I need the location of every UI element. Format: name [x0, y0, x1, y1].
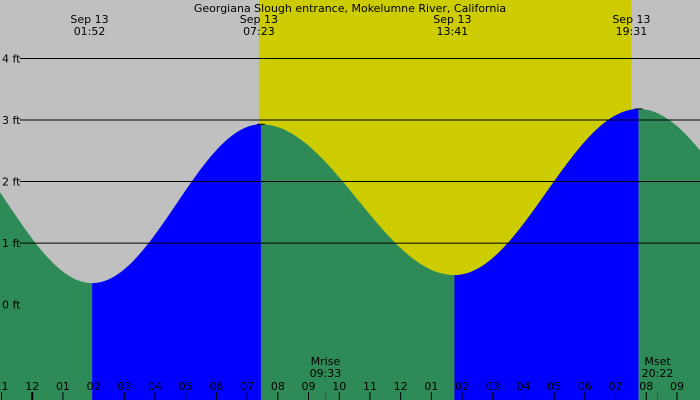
x-tick-label: 06 [209, 380, 223, 393]
rising-tide-area [92, 124, 261, 400]
time-label: 01:52 [74, 25, 106, 38]
time-label: 19:31 [616, 25, 648, 38]
tide-areas [0, 108, 700, 400]
date-label: Sep 13 [433, 13, 471, 26]
x-tick-label: 10 [332, 380, 346, 393]
moon-event-label: Mset [644, 355, 671, 368]
x-axis-labels: 11 12 01 02 03 04 05 06 07 08 09 10 11 12 01 02 03 04 05 06… [0, 380, 684, 393]
x-tick-label: 01 [424, 380, 438, 393]
x-tick-label: 04 [148, 380, 162, 393]
x-tick-label: 09 [670, 380, 684, 393]
y-tick-label: 4 ft [2, 52, 21, 65]
chart-title: Georgiana Slough entrance, Mokelumne Riv… [194, 2, 506, 15]
grid-lines [20, 57, 700, 244]
date-label: Sep 13 [240, 13, 278, 26]
x-tick-label: 02 [87, 380, 101, 393]
x-tick-label: 09 [302, 380, 316, 393]
y-tick-label: 0 ft [2, 299, 21, 312]
y-axis-labels: 0 ft 1 ft 2 ft 3 ft 4 ft [2, 52, 21, 311]
date-label: Sep 13 [70, 13, 108, 26]
moon-event-time: 20:22 [642, 367, 674, 380]
y-tick-label: 1 ft [2, 237, 21, 250]
moon-event-time: 09:33 [310, 367, 342, 380]
x-tick-label: 03 [117, 380, 131, 393]
x-tick-label: 02 [455, 380, 469, 393]
x-tick-label: 04 [516, 380, 530, 393]
x-tick-label: 11 [0, 380, 9, 393]
x-tick-label: 05 [547, 380, 561, 393]
x-tick-label: 07 [609, 380, 623, 393]
y-tick-label: 2 ft [2, 176, 21, 189]
x-tick-label: 01 [56, 380, 70, 393]
x-tick-label: 11 [363, 380, 377, 393]
falling-tide-area [260, 124, 455, 400]
date-label: Sep 13 [612, 13, 650, 26]
x-tick-label: 08 [639, 380, 653, 393]
time-label: 07:23 [243, 25, 275, 38]
x-tick-label: 06 [578, 380, 592, 393]
x-axis-ticks [1, 392, 678, 400]
x-tick-label: 05 [179, 380, 193, 393]
x-tick-label: 12 [394, 380, 408, 393]
falling-tide-area [0, 192, 93, 400]
y-tick-label: 3 ft [2, 114, 21, 127]
tide-event-markers [256, 108, 643, 125]
x-tick-label: 07 [240, 380, 254, 393]
x-tick-label: 12 [25, 380, 39, 393]
x-tick-label: 08 [271, 380, 285, 393]
time-label: 13:41 [436, 25, 468, 38]
x-tick-label: 03 [486, 380, 500, 393]
moon-event-label: Mrise [311, 355, 341, 368]
